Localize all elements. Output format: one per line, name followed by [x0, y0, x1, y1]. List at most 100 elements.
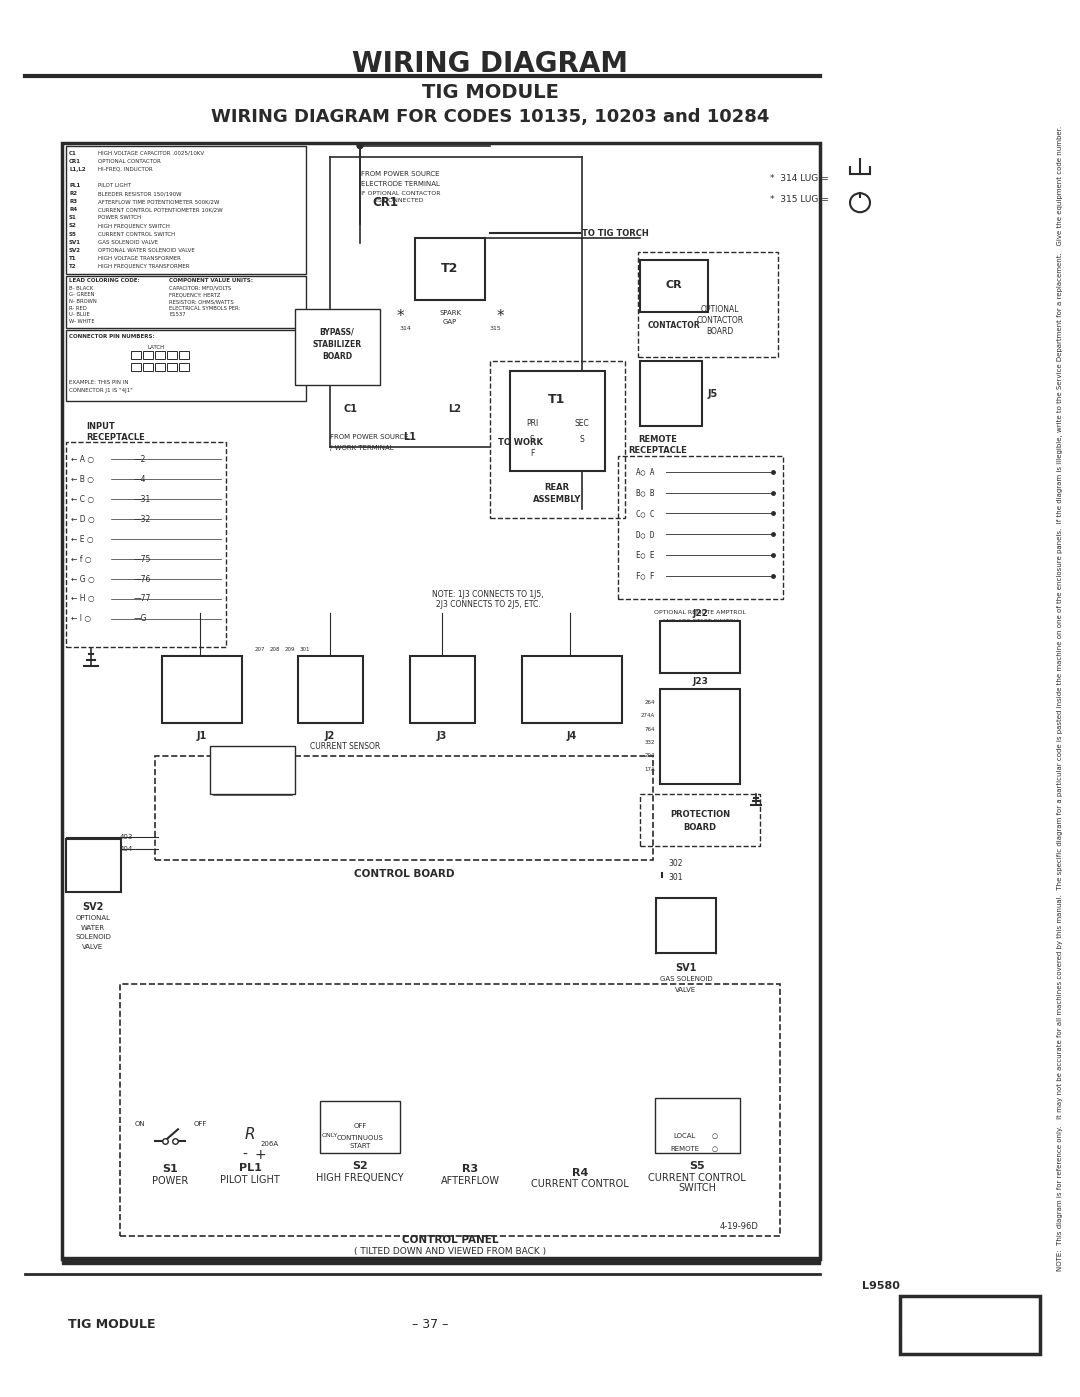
Text: POWER SWITCH: POWER SWITCH	[98, 215, 141, 221]
Text: *: *	[496, 309, 503, 324]
Text: PILOT LIGHT: PILOT LIGHT	[220, 1175, 280, 1185]
Text: RECEPTACLE: RECEPTACLE	[86, 433, 145, 441]
Text: ELECTRIC: ELECTRIC	[935, 1331, 1005, 1345]
Text: R3: R3	[462, 1164, 478, 1173]
Text: C1: C1	[343, 404, 357, 414]
Text: *  314 LUG =: * 314 LUG =	[770, 173, 828, 183]
Text: 5: 5	[183, 365, 186, 370]
Bar	[490, 362, 625, 518]
Bar	[120, 983, 780, 1236]
Bar	[179, 363, 189, 372]
Text: OPTIONAL CONTACTOR: OPTIONAL CONTACTOR	[98, 159, 161, 163]
Bar	[167, 351, 177, 359]
Text: PL1: PL1	[69, 183, 80, 189]
Bar	[638, 251, 778, 356]
Text: START: START	[349, 1143, 370, 1150]
Text: CONTROL PANEL: CONTROL PANEL	[402, 1235, 498, 1246]
Text: ← B ○: ← B ○	[71, 475, 94, 483]
Text: CONNECTOR J1 IS "4J1": CONNECTOR J1 IS "4J1"	[69, 388, 133, 394]
Text: L1,L2: L1,L2	[69, 168, 85, 172]
Text: +: +	[254, 1148, 266, 1162]
Text: FREQUENCY: HERTZ: FREQUENCY: HERTZ	[168, 292, 220, 298]
Text: ← D ○: ← D ○	[71, 514, 95, 524]
Text: 209: 209	[285, 647, 295, 652]
Text: ○: ○	[712, 1146, 718, 1153]
Text: ASSEMBLY: ASSEMBLY	[532, 495, 581, 504]
Text: COMPONENT VALUE UNITS:: COMPONENT VALUE UNITS:	[168, 278, 253, 284]
Text: GAS SOLENOID VALVE: GAS SOLENOID VALVE	[98, 240, 158, 244]
Text: SPARK: SPARK	[438, 310, 461, 316]
Text: OPTIONAL REMOTE AMPTROL: OPTIONAL REMOTE AMPTROL	[654, 610, 746, 615]
Text: L1: L1	[404, 433, 417, 443]
Text: ← A ○: ← A ○	[71, 455, 94, 464]
Text: T1: T1	[69, 256, 77, 261]
Text: SV2: SV2	[82, 902, 104, 912]
Text: 206A: 206A	[261, 1140, 279, 1147]
Text: R4: R4	[571, 1168, 589, 1178]
Text: G- GREEN: G- GREEN	[69, 292, 95, 298]
Text: D○ D: D○ D	[636, 529, 654, 539]
Text: CURRENT SENSOR: CURRENT SENSOR	[310, 742, 380, 750]
Text: PROTECTION: PROTECTION	[670, 810, 730, 819]
Text: —31: —31	[134, 495, 151, 504]
Text: —77: —77	[134, 595, 151, 604]
Text: R3: R3	[69, 200, 77, 204]
Text: RESISTOR: OHMS/WATTS: RESISTOR: OHMS/WATTS	[168, 299, 233, 305]
Text: A○ A: A○ A	[636, 467, 654, 476]
Bar	[156, 351, 165, 359]
Bar	[162, 657, 242, 722]
Text: WIRING DIAGRAM: WIRING DIAGRAM	[352, 50, 627, 78]
Text: ®: ®	[986, 1301, 994, 1309]
Text: E○ E: E○ E	[636, 550, 654, 560]
Text: J2: J2	[325, 731, 335, 740]
Text: IS CONNECTED: IS CONNECTED	[376, 198, 423, 204]
Text: —76: —76	[134, 574, 151, 584]
Text: CAPACITOR: MFD/VOLTS: CAPACITOR: MFD/VOLTS	[168, 286, 231, 291]
Text: OPTIONAL: OPTIONAL	[701, 305, 739, 314]
Text: S: S	[580, 434, 584, 444]
Text: CONTACTOR: CONTACTOR	[697, 316, 743, 326]
Text: CURRENT CONTROL POTENTIOMETER 10K/2W: CURRENT CONTROL POTENTIOMETER 10K/2W	[98, 207, 222, 212]
Text: 2J3 CONNECTS TO 2J5, ETC.: 2J3 CONNECTS TO 2J5, ETC.	[435, 601, 540, 609]
Bar	[656, 898, 716, 953]
Text: HIGH FREQUENCY: HIGH FREQUENCY	[316, 1172, 404, 1183]
Bar	[660, 620, 740, 673]
Text: SWITCH: SWITCH	[678, 1183, 716, 1193]
Bar	[131, 351, 141, 359]
Text: S2: S2	[352, 1161, 368, 1171]
Bar	[156, 756, 653, 861]
Text: CURRENT CONTROL: CURRENT CONTROL	[648, 1172, 746, 1183]
Bar	[66, 275, 306, 328]
Text: 3: 3	[159, 365, 162, 370]
Text: 332: 332	[645, 740, 654, 745]
Bar	[167, 363, 177, 372]
Text: WIRING DIAGRAM FOR CODES 10135, 10203 and 10284: WIRING DIAGRAM FOR CODES 10135, 10203 an…	[211, 108, 769, 126]
Text: *  315 LUG =: * 315 LUG =	[770, 196, 828, 204]
Text: VALVE: VALVE	[82, 944, 104, 950]
Text: 204: 204	[645, 753, 654, 759]
Text: HIGH FREQUENCY SWITCH: HIGH FREQUENCY SWITCH	[98, 224, 170, 229]
Text: 301: 301	[300, 647, 310, 652]
Text: 4: 4	[171, 365, 174, 370]
Text: CURRENT CONTROL SWITCH: CURRENT CONTROL SWITCH	[98, 232, 175, 236]
Text: 2: 2	[147, 365, 149, 370]
Text: ← C ○: ← C ○	[71, 495, 94, 504]
Text: PL1: PL1	[239, 1164, 261, 1173]
Text: 301: 301	[669, 873, 683, 882]
Text: —32: —32	[134, 514, 151, 524]
Bar	[66, 443, 226, 647]
Bar	[143, 351, 153, 359]
Text: R- RED: R- RED	[69, 306, 86, 310]
Circle shape	[357, 142, 363, 148]
Text: 1: 1	[134, 365, 137, 370]
Text: BYPASS/: BYPASS/	[320, 327, 354, 337]
Text: CURRENT CONTROL: CURRENT CONTROL	[531, 1179, 629, 1189]
Text: BLEEDER RESISTOR 150/190W: BLEEDER RESISTOR 150/190W	[98, 191, 181, 196]
Text: T2: T2	[69, 264, 77, 268]
Text: GAP: GAP	[443, 320, 457, 326]
Text: ELECTRICAL SYMBOLS PER:: ELECTRICAL SYMBOLS PER:	[168, 306, 240, 310]
Text: 315: 315	[489, 326, 501, 331]
Bar	[210, 746, 295, 793]
Text: OFF: OFF	[353, 1123, 367, 1129]
Text: R: R	[245, 1126, 255, 1141]
